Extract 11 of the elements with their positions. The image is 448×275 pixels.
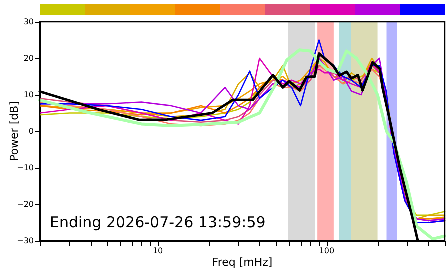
y-tick-label: 10 [24,90,34,100]
y-tick-label: −20 [17,200,34,209]
y-tick-label: −30 [17,236,34,246]
x-axis-title: Freq [mHz] [212,256,273,269]
annotation: Ending 2026-07-26 13:59:59 [50,214,266,232]
y-tick-label: 30 [24,18,34,26]
y-tick-label: −10 [17,164,34,172]
y-tick-label: 20 [24,54,34,63]
y-tick-label: 0 [28,127,34,136]
x-tick-label: 100 [319,246,335,256]
y-axis-title: Power [dB] [8,102,21,162]
